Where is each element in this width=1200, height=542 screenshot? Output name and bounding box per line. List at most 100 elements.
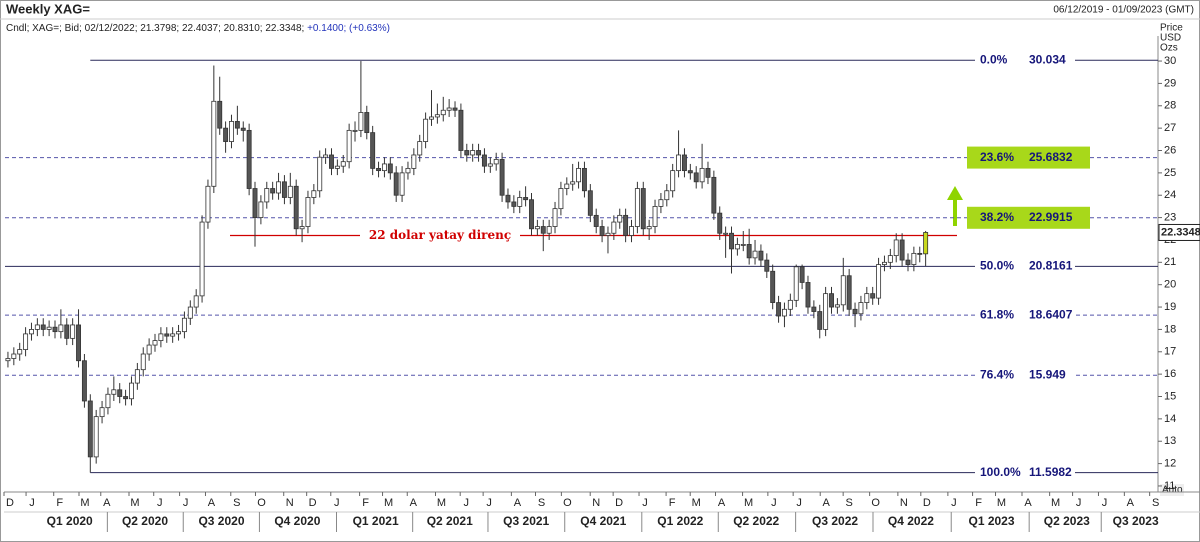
- candle-body: [58, 324, 64, 333]
- candle-body: [440, 109, 446, 116]
- candle-body: [434, 114, 440, 118]
- candle-body: [34, 324, 40, 330]
- candle-body: [240, 127, 246, 131]
- quarter-label: Q3 2022: [812, 514, 858, 528]
- x-tick-label: J: [642, 497, 648, 509]
- candle-body: [464, 150, 470, 156]
- candle-body: [676, 154, 682, 172]
- x-tick-label: A: [1024, 497, 1032, 509]
- x-tick-label: M: [744, 497, 753, 509]
- candle-body: [734, 244, 740, 250]
- candle-body: [899, 239, 905, 261]
- candle-body: [293, 185, 299, 230]
- candle-body: [617, 214, 623, 223]
- candle-body: [370, 132, 376, 169]
- x-tick-label: O: [257, 497, 266, 509]
- candle-body: [40, 324, 46, 330]
- quarter-label: Q4 2022: [888, 514, 934, 528]
- candle-body: [117, 389, 123, 397]
- candle-body: [805, 282, 811, 308]
- candle-body: [658, 199, 664, 207]
- candle-body: [870, 293, 876, 299]
- quarter-label: Q2 2020: [122, 514, 168, 528]
- y-tick-label: 17: [1164, 346, 1176, 358]
- candle-body: [193, 295, 199, 308]
- candle-body: [834, 304, 840, 308]
- y-tick-label: 23: [1164, 212, 1176, 224]
- scale-mode: Auto: [1162, 485, 1183, 496]
- fib-label-bg: [975, 465, 1075, 480]
- candle-body: [652, 206, 658, 227]
- candle-body: [381, 163, 387, 172]
- fib-value: 18.6407: [1029, 307, 1073, 321]
- x-tick-label: N: [592, 497, 600, 509]
- candle-body: [234, 121, 240, 129]
- candle-body: [587, 190, 593, 216]
- candle-body: [376, 167, 382, 172]
- candle-body: [423, 118, 429, 142]
- candle-body: [246, 129, 252, 189]
- candle-body: [87, 400, 93, 458]
- candle-body: [576, 167, 582, 183]
- candle-body: [146, 344, 152, 355]
- candle-body: [323, 154, 329, 158]
- candle-body: [846, 275, 852, 310]
- x-tick-label: J: [157, 497, 163, 509]
- candle-body: [634, 188, 640, 227]
- x-tick-label: F: [669, 497, 676, 509]
- y-tick-label: 26: [1164, 144, 1176, 156]
- candle-body: [723, 232, 729, 235]
- candle-body: [740, 244, 746, 246]
- fib-label-bg: [975, 368, 1075, 383]
- candle-body: [664, 190, 670, 201]
- x-tick-label: J: [951, 497, 957, 509]
- candle-body: [687, 170, 693, 174]
- candle-body: [311, 190, 317, 198]
- candle-body: [511, 201, 517, 207]
- fib-level: 61.8%: [980, 307, 1014, 321]
- x-tick-label: M: [384, 497, 393, 509]
- x-tick-label: J: [796, 497, 802, 509]
- quarter-label: Q2 2021: [427, 514, 473, 528]
- x-tick-label: A: [718, 497, 726, 509]
- scale-mode-box: [1160, 484, 1184, 496]
- candle-body: [81, 360, 87, 402]
- candle-body: [881, 261, 887, 265]
- x-tick-label: M: [1051, 497, 1060, 509]
- quarter-label: Q4 2020: [274, 514, 320, 528]
- y-tick-label: 13: [1164, 435, 1176, 447]
- candle-body: [164, 333, 170, 337]
- candle-body: [787, 299, 793, 310]
- y-tick-label: 18: [1164, 323, 1176, 335]
- fib-level: 38.2%: [980, 210, 1014, 224]
- x-tick-label: A: [103, 497, 111, 509]
- y-tick-label: 15: [1164, 390, 1176, 402]
- candle-body: [140, 353, 146, 371]
- candle-body: [452, 107, 458, 111]
- fib-highlight: [967, 146, 1090, 169]
- candle-body: [11, 353, 17, 359]
- candle-body: [476, 150, 482, 156]
- x-tick-label: J: [771, 497, 777, 509]
- fib-level: 100.0%: [980, 465, 1021, 479]
- date-range: 06/12/2019 - 01/09/2023 (GMT): [1053, 5, 1194, 16]
- up-arrow: [947, 186, 963, 226]
- x-tick-label: M: [997, 497, 1006, 509]
- x-tick-label: O: [871, 497, 880, 509]
- x-tick-label: M: [437, 497, 446, 509]
- candle-body: [176, 331, 181, 335]
- candle-body: [493, 159, 499, 165]
- quarter-label: Q1 2020: [47, 514, 93, 528]
- x-tick-label: S: [538, 497, 545, 509]
- x-tick-label: D: [6, 497, 14, 509]
- unit: Ozs: [1160, 43, 1178, 54]
- candle-body: [699, 167, 705, 183]
- quarter-label: Q1 2021: [353, 514, 399, 528]
- candle-body: [552, 208, 558, 227]
- candle-body: [264, 188, 270, 203]
- candle-body: [352, 129, 358, 132]
- candle-body: [5, 358, 11, 362]
- candle-body: [705, 167, 711, 178]
- candle-body: [570, 181, 576, 185]
- candle-body: [799, 266, 805, 283]
